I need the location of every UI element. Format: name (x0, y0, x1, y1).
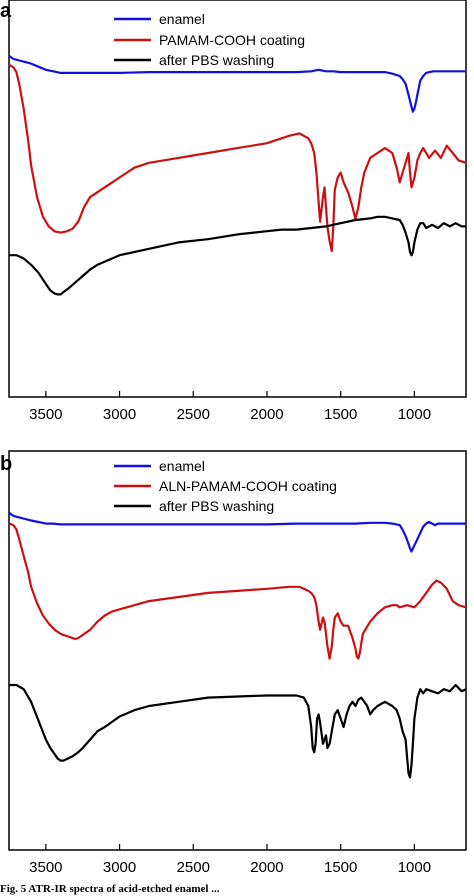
legend-label-enamel-b: enamel (159, 458, 205, 474)
series-line-b-1 (8, 522, 467, 660)
panel-letter-a: a (0, 0, 12, 22)
x-tick-label-1000: 1000 (398, 406, 431, 423)
x-axis-b: 3500 3000 2500 2000 1500 1000 (29, 844, 431, 876)
series-line-b-0 (8, 511, 466, 553)
x-tick-label-2500: 2500 (177, 859, 210, 876)
x-axis-a: 3500 3000 2500 2000 1500 1000 (29, 391, 431, 423)
legend-b: enamel ALN-PAMAM-COOH coating after PBS … (114, 458, 337, 514)
legend-a: enamel PAMAM-COOH coating after PBS wash… (114, 11, 305, 68)
x-tick-label-3500: 3500 (29, 406, 62, 423)
x-tick-label-1500: 1500 (324, 859, 357, 876)
legend-label-coating-a: PAMAM-COOH coating (159, 32, 305, 48)
x-tick-label-2000: 2000 (250, 859, 283, 876)
x-tick-label-1000: 1000 (398, 859, 431, 876)
x-tick-label-1500: 1500 (324, 406, 357, 423)
plot-frame-b (8, 450, 467, 851)
plot-frame-a (8, 0, 467, 398)
legend-label-washing-a: after PBS washing (159, 52, 274, 68)
x-tick-label-2500: 2500 (177, 406, 210, 423)
series-line-a-0 (8, 54, 466, 113)
legend-label-enamel-a: enamel (159, 11, 205, 27)
x-tick-label-2000: 2000 (250, 406, 283, 423)
panel-a: a 3500 3000 2500 2000 1500 1000 enamel PAMAM-… (0, 0, 467, 423)
series-line-a-2 (9, 215, 466, 296)
panel-letter-b: b (0, 453, 12, 475)
x-tick-label-3000: 3000 (103, 406, 136, 423)
panel-b: b 3500 3000 2500 2000 1500 1000 enamel ALN-PA… (0, 450, 467, 876)
x-tick-label-3000: 3000 (103, 859, 136, 876)
legend-label-washing-b: after PBS washing (159, 498, 274, 514)
series-line-a-1 (8, 63, 467, 253)
series-group-a (8, 54, 467, 296)
figure-caption: Fig. 5 ATR-IR spectra of acid-etched ena… (0, 883, 220, 895)
series-group-b (8, 511, 467, 779)
x-tick-label-3500: 3500 (29, 859, 62, 876)
legend-label-coating-b: ALN-PAMAM-COOH coating (159, 478, 337, 494)
series-line-b-2 (9, 683, 467, 779)
